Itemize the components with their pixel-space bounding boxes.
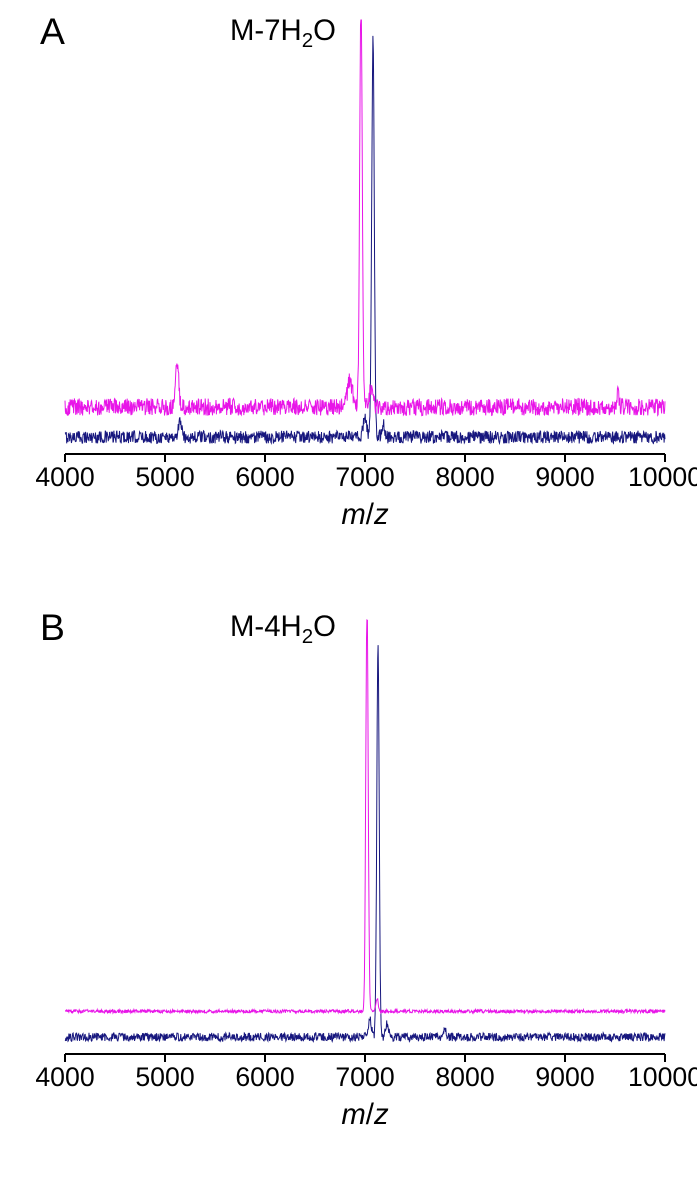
x-tick-label: 6000	[235, 1062, 294, 1092]
panel-b-peak-label: M-4H2O	[230, 610, 336, 649]
panel-b-svg: 4000 5000 6000 7000 8000 9000 10000 m/z	[0, 596, 697, 1192]
x-tick-label: 6000	[235, 462, 294, 492]
x-tick-label: 10000	[628, 1062, 697, 1092]
x-tick-label: 4000	[35, 462, 94, 492]
x-tick-label: 8000	[435, 462, 494, 492]
panel-a-label: A	[40, 10, 65, 53]
panel-b: B M-4H2O 4000 5000 6000 7000 8000 9000 10000 m/…	[0, 596, 697, 1192]
spectrum-trace-blue	[65, 36, 665, 444]
spectrum-trace-magenta	[65, 20, 665, 416]
panel-a: A M-7H2O 4000 5000 6000 7000 8000 9000 10000 m/…	[0, 0, 697, 596]
panel-a-svg: 4000 5000 6000 7000 8000 9000 10000 m/z	[0, 0, 697, 596]
x-tick-label: 8000	[435, 1062, 494, 1092]
x-tick-label: 5000	[135, 1062, 194, 1092]
x-axis-label: m/z	[341, 1098, 389, 1131]
panel-b-label: B	[40, 606, 65, 649]
x-tick-label: 7000	[335, 462, 394, 492]
spectrum-trace-magenta	[65, 620, 665, 1013]
x-tick-label: 10000	[628, 462, 697, 492]
figure-page: A M-7H2O 4000 5000 6000 7000 8000 9000 10000 m/…	[0, 0, 697, 1192]
x-tick-label: 9000	[535, 462, 594, 492]
x-axis-label: m/z	[341, 498, 389, 531]
panel-a-peak-label: M-7H2O	[230, 14, 336, 53]
x-tick-label: 4000	[35, 1062, 94, 1092]
x-tick-label: 7000	[335, 1062, 394, 1092]
x-tick-label: 9000	[535, 1062, 594, 1092]
x-tick-label: 5000	[135, 462, 194, 492]
